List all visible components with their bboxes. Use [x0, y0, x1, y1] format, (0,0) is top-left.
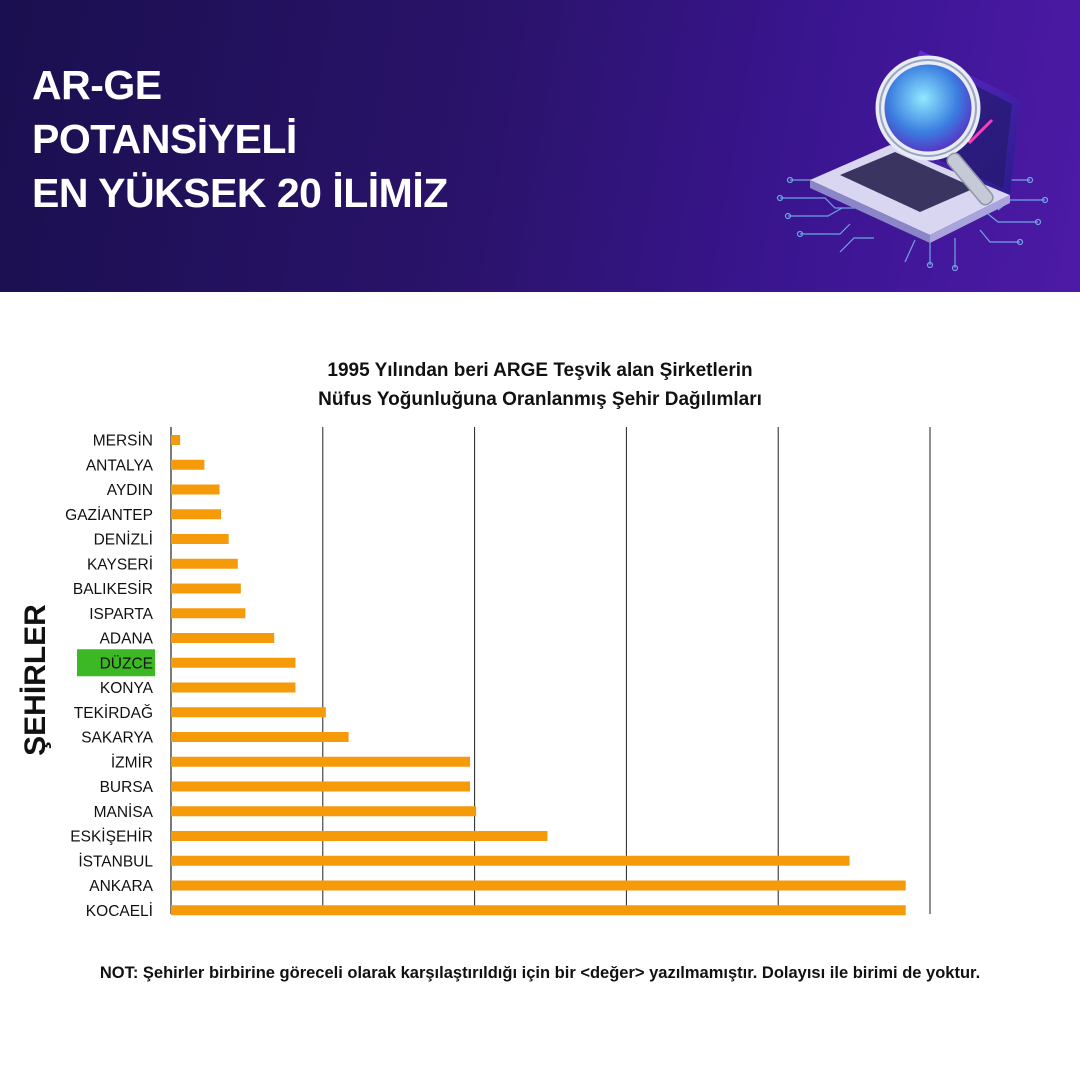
category-label-17: ESKİŞEHİR — [70, 828, 153, 846]
bar-6 — [171, 558, 238, 569]
bar-16 — [171, 806, 477, 817]
category-label-14: İZMİR — [111, 753, 153, 771]
banner-title-line-2: POTANSİYELİ — [32, 116, 297, 162]
chart-title-line-1: 1995 Yılından beri ARGE Teşvik alan Şirk… — [327, 360, 753, 381]
category-label-13: SAKARYA — [81, 730, 153, 747]
bar-3 — [171, 484, 220, 495]
category-label-12: TEKİRDAĞ — [74, 704, 153, 722]
category-label-4: GAZİANTEP — [65, 506, 153, 524]
banner-title-line-3: EN YÜKSEK 20 İLİMİZ — [32, 170, 448, 216]
category-label-11: KONYA — [100, 680, 154, 697]
category-label-1: MERSİN — [93, 432, 153, 450]
bar-12 — [171, 707, 326, 718]
category-label-15: BURSA — [100, 779, 154, 796]
bar-18 — [171, 855, 850, 866]
bar-2 — [171, 459, 205, 470]
highlight-label-box — [77, 649, 155, 677]
footnote: NOT: Şehirler birbirine göreceli olarak … — [99, 964, 981, 982]
category-label-5: DENİZLİ — [94, 531, 153, 549]
laptop-magnifier-icon — [776, 50, 1049, 272]
category-label-19: ANKARA — [89, 878, 153, 895]
category-label-20: KOCAELİ — [86, 902, 153, 920]
category-label-10: DÜZCE — [100, 654, 153, 672]
category-label-7: BALIKESİR — [73, 580, 153, 598]
banner-title: AR-GE POTANSİYELİ EN YÜKSEK 20 İLİMİZ — [32, 58, 448, 220]
bar-1 — [171, 435, 181, 445]
banner-title-line-1: AR-GE — [32, 62, 162, 108]
chart-title-line-2: Nüfus Yoğunluğuna Oranlanmış Şehir Dağıl… — [318, 389, 762, 410]
category-label-6: KAYSERİ — [87, 555, 153, 573]
bar-14 — [171, 756, 471, 767]
bar-11 — [171, 682, 296, 693]
bar-8 — [171, 608, 246, 619]
bar-7 — [171, 583, 241, 594]
bar-13 — [171, 732, 349, 742]
bar-4 — [171, 509, 222, 520]
bar-15 — [171, 781, 471, 792]
category-label-16: MANİSA — [94, 803, 154, 821]
category-label-3: AYDIN — [107, 482, 153, 499]
category-label-18: İSTANBUL — [78, 852, 153, 870]
category-label-9: ADANA — [100, 631, 154, 648]
category-label-2: ANTALYA — [86, 457, 154, 474]
header-banner: AR-GE POTANSİYELİ EN YÜKSEK 20 İLİMİZ — [0, 0, 1080, 292]
chart-title: 1995 Yılından beri ARGE Teşvik alan Şirk… — [0, 356, 1080, 414]
bar-17 — [171, 831, 548, 841]
bar-9 — [171, 633, 275, 643]
bar-5 — [171, 534, 229, 544]
bar-19 — [171, 880, 906, 891]
bar-20 — [171, 905, 906, 916]
bar-10 — [171, 657, 296, 668]
category-label-8: ISPARTA — [89, 606, 153, 623]
